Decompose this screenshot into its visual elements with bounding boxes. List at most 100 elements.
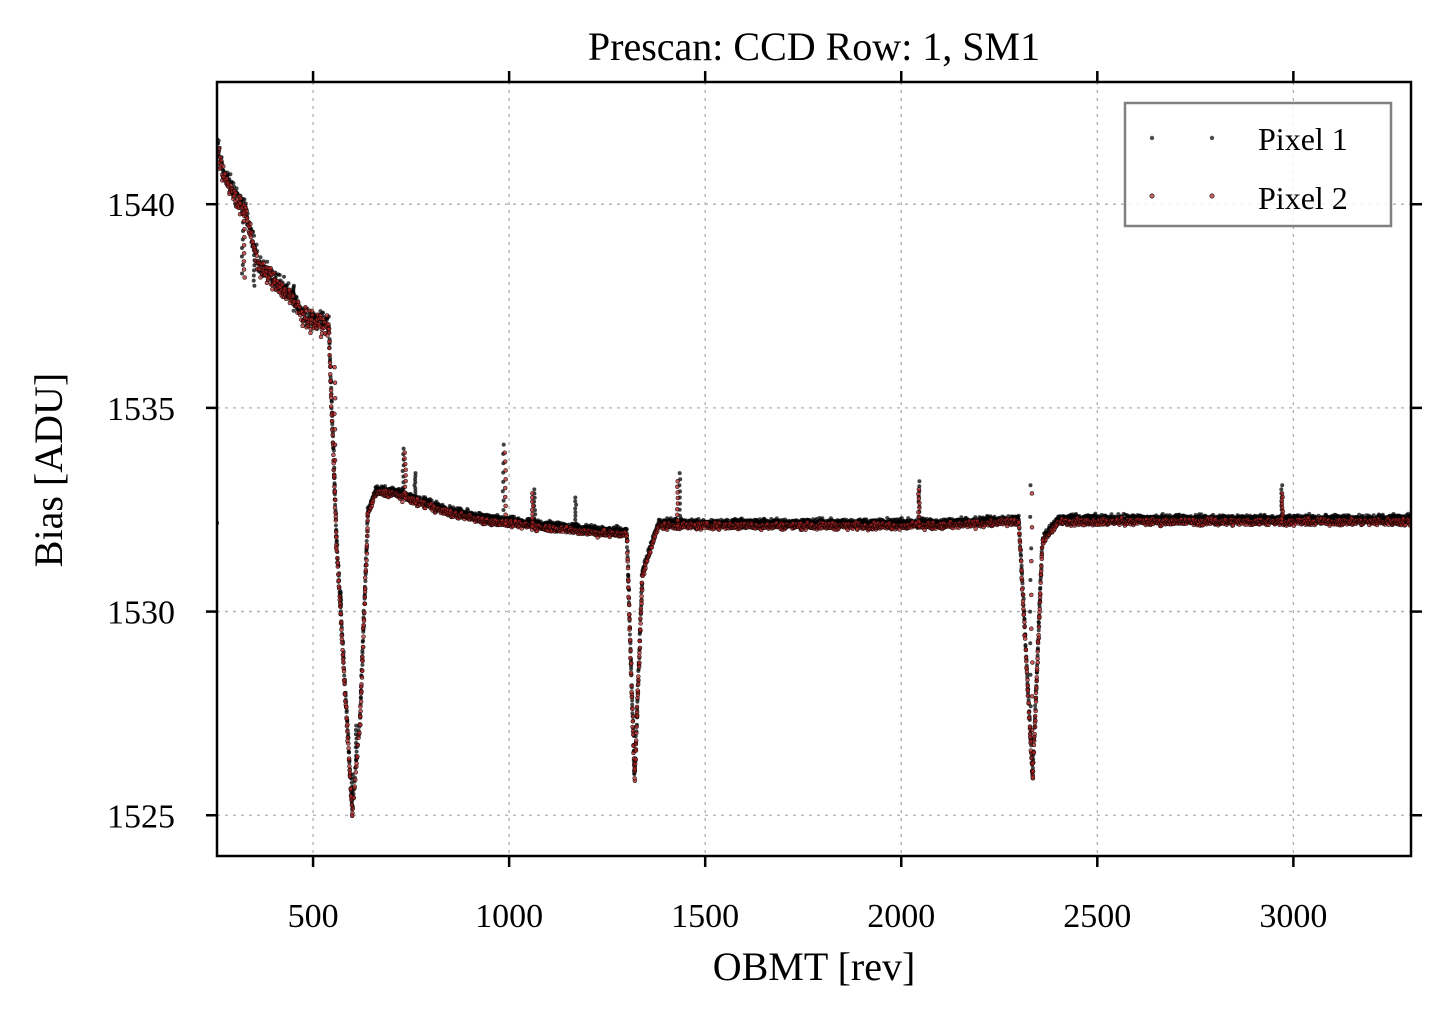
data-point (383, 484, 387, 489)
data-point (282, 274, 286, 279)
data-point (309, 308, 315, 314)
data-point (358, 708, 363, 714)
data-point (268, 266, 273, 271)
data-point (400, 499, 405, 505)
data-point-spike (1029, 546, 1034, 551)
data-point (324, 313, 330, 318)
data-point-spike (252, 283, 257, 288)
data-point (1039, 545, 1045, 551)
data-point (238, 196, 243, 201)
data-point (352, 784, 357, 789)
data-point (294, 295, 299, 300)
data-point (357, 730, 362, 736)
data-point-spike (501, 508, 506, 512)
data-point (1019, 563, 1024, 568)
data-point (258, 255, 263, 260)
data-point (228, 172, 233, 177)
data-point (627, 632, 632, 637)
data-point (333, 510, 338, 516)
data-point-spike (501, 442, 506, 447)
data-point (301, 311, 306, 317)
data-point (310, 312, 315, 318)
data-point (353, 777, 358, 782)
data-point (1038, 587, 1042, 591)
data-point (637, 654, 642, 659)
data-point (1032, 713, 1038, 719)
data-point (265, 259, 270, 264)
data-point (362, 594, 368, 600)
data-point (1025, 688, 1031, 693)
data-point (1036, 620, 1041, 624)
data-point (364, 539, 369, 543)
data-point (906, 516, 911, 521)
data-point-spike (917, 479, 922, 484)
data-point (254, 253, 260, 258)
data-point (336, 578, 341, 583)
data-point (221, 164, 226, 169)
data-point (279, 282, 285, 287)
data-point (291, 308, 296, 313)
data-point (370, 498, 376, 503)
data-point (331, 448, 336, 453)
data-point (626, 572, 631, 577)
data-point-spike (532, 487, 537, 492)
data-point (261, 260, 266, 266)
data-point-spike (251, 273, 256, 278)
data-point (339, 633, 344, 638)
data-point (360, 639, 365, 644)
data-point (224, 176, 230, 181)
data-point (1022, 624, 1027, 629)
data-point-spike (354, 749, 359, 754)
data-point (648, 550, 653, 555)
data-point-spike (573, 506, 578, 511)
data-point (629, 667, 634, 671)
data-point (636, 669, 641, 673)
data-point (1016, 513, 1021, 518)
data-point (1024, 669, 1030, 675)
data-point (1026, 710, 1032, 715)
data-point-spike (413, 471, 418, 476)
data-point (864, 517, 869, 522)
data-point (630, 719, 636, 724)
data-point (355, 754, 360, 759)
data-point (233, 191, 238, 196)
data-points (217, 137, 1411, 819)
data-point (242, 197, 247, 202)
data-point (219, 158, 224, 163)
data-point (333, 523, 338, 528)
data-point (360, 662, 365, 667)
data-point (1035, 656, 1040, 661)
data-point (1017, 525, 1022, 530)
data-point (340, 647, 345, 653)
data-point-spike (573, 510, 578, 515)
data-point (248, 234, 254, 240)
data-point-spike (574, 521, 578, 526)
data-point (353, 770, 359, 775)
data-point (638, 610, 644, 616)
data-point (300, 323, 305, 329)
data-point-spike (240, 271, 244, 276)
data-point (321, 310, 326, 315)
data-point (335, 564, 341, 569)
data-point (635, 699, 640, 704)
data-point (297, 304, 302, 310)
data-point-spike (573, 495, 578, 500)
data-point (1033, 703, 1038, 708)
data-point (347, 763, 352, 769)
data-point (638, 621, 643, 626)
data-point (466, 508, 470, 513)
data-point-spike (573, 517, 578, 522)
data-point (696, 517, 701, 521)
data-point (636, 677, 641, 683)
data-point (625, 545, 629, 550)
data-point-spike (677, 471, 682, 476)
data-point-spike (1028, 609, 1033, 614)
data-point (222, 171, 228, 177)
data-point (1021, 606, 1026, 612)
data-point (250, 239, 256, 245)
data-point (277, 273, 282, 277)
data-point (1019, 553, 1023, 558)
data-point (249, 230, 254, 235)
data-point-spike (1028, 578, 1033, 582)
